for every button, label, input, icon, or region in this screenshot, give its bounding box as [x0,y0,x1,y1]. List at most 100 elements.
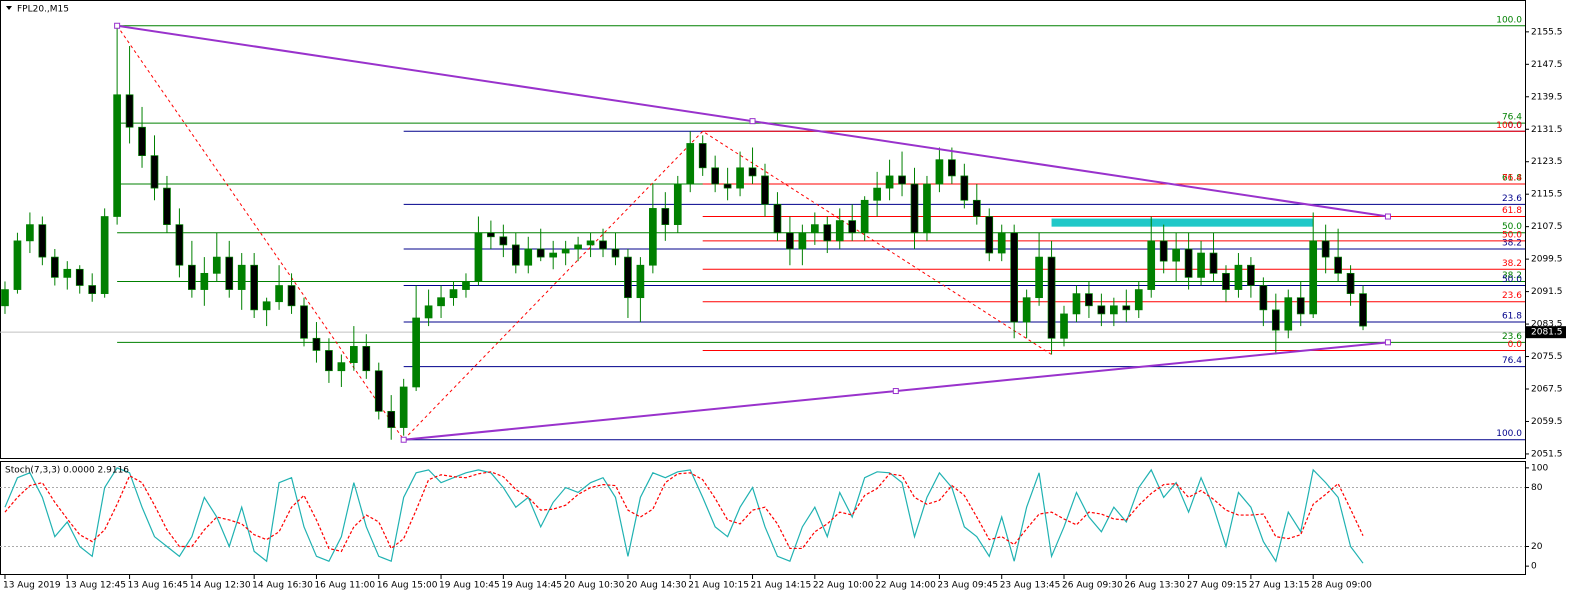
candle-body [985,216,994,254]
x-tick-label: 23 Aug 13:45 [1000,581,1061,591]
candle-body [499,236,508,246]
trendline-handle [114,22,121,29]
candle-body [26,224,34,242]
fib-label: 76.4 [1502,113,1522,123]
candle-body [748,167,757,177]
y-tick-label: 2155.5 [1531,27,1563,37]
x-tick-label: 20 Aug 14:30 [626,581,687,591]
candle-body [698,143,707,169]
fib-label: 23.6 [1502,194,1522,204]
candle-body [823,224,832,242]
zone [1051,218,1314,227]
candle-body [561,248,570,254]
candle-body [536,248,545,258]
x-tick-label: 19 Aug 10:45 [439,581,500,591]
menu-arrow[interactable] [6,6,12,10]
candle-body [125,94,134,128]
indicator-title: Stoch(7,3,3) 0.0000 2.9116 [5,466,129,476]
candle-body [250,264,259,311]
fib-label: 100.0 [1496,121,1522,131]
fib-label: 0.0 [1508,121,1523,131]
x-tick-label: 23 Aug 09:45 [937,581,998,591]
x-tick-label: 13 Aug 12:45 [65,581,126,591]
candle-body [188,264,196,290]
x-tick-label: 27 Aug 13:15 [1249,581,1310,591]
candle-body [798,232,807,250]
fib-label: 61.8 [1502,206,1522,216]
y-tick-label: 2107.5 [1531,222,1563,232]
candle-body [63,268,72,278]
x-tick-label: 21 Aug 10:15 [688,581,749,591]
x-tick-label: 27 Aug 09:15 [1187,581,1248,591]
candle-body [1234,264,1243,290]
candle-body [275,285,283,303]
y-tick-label: 2075.5 [1531,352,1563,362]
candle-body [611,248,620,258]
fib-label: 23.6 [1502,332,1522,342]
fib-label: 23.6 [1502,291,1522,301]
candle-body [1284,297,1293,331]
y-tick-label: 20 [1531,542,1543,552]
candle-body [462,281,470,290]
candle-body [1110,305,1118,315]
fib-label: 50.0 [1502,222,1522,232]
y-tick-label: 80 [1531,483,1543,493]
candle-body [948,159,956,177]
candle-body [1197,252,1205,278]
candle-body [1172,248,1180,262]
y-tick-label: 0 [1531,562,1537,572]
candle-body [362,346,371,372]
candle-body [1271,309,1280,331]
trendline-handle [749,118,756,125]
x-tick-label: 16 Aug 15:00 [377,581,438,591]
candle-body [1060,313,1068,339]
candle-body [873,187,881,201]
y-tick-label: 2099.5 [1531,255,1563,265]
candle-body [773,203,782,234]
candle-body [1309,240,1318,315]
candle-body [599,240,607,250]
candle-body [673,183,682,225]
fib-label: 50.0 [1502,275,1522,285]
candle-body [113,94,121,217]
candle-body [997,232,1006,254]
x-tick-label: 14 Aug 16:30 [252,581,313,591]
candle-body [1134,289,1143,311]
y-tick-label: 2051.5 [1531,449,1563,459]
fib-label: 38.2 [1502,259,1522,269]
fib-label: 76.4 [1502,174,1522,184]
candle-body [885,175,894,189]
candle-body [138,126,146,156]
candle-body [549,252,558,258]
x-tick-label: 13 Aug 2019 [3,581,61,591]
candle-body [661,208,670,225]
candle-body [100,216,109,294]
candle-body [1147,240,1156,290]
trendline-handle [1384,339,1391,346]
x-tick-label: 26 Aug 13:30 [1124,581,1185,591]
candle-body [960,175,969,201]
candle-body [574,244,582,250]
x-tick-label: 28 Aug 09:00 [1311,581,1372,591]
candle-body [449,289,458,299]
candle-body [175,224,184,266]
candle-body [474,232,483,282]
candle-body [686,143,695,185]
fib-label: 100.0 [1496,15,1522,25]
x-tick-label: 13 Aug 16:45 [128,581,189,591]
fib-label: 38.2 [1502,238,1522,248]
candle-body [1035,256,1043,299]
candle-body [898,175,906,185]
zigzag [116,25,1052,441]
fib-label: 76.4 [1502,356,1522,366]
candle-body [88,285,97,294]
y-tick-label: 2147.5 [1531,60,1563,70]
y-tick-label: 2091.5 [1531,287,1563,297]
candle-body [761,175,769,205]
candle-body [300,305,308,339]
candle-body [935,159,944,185]
candle-body [1346,272,1355,294]
x-tick-label: 14 Aug 12:30 [190,581,251,591]
